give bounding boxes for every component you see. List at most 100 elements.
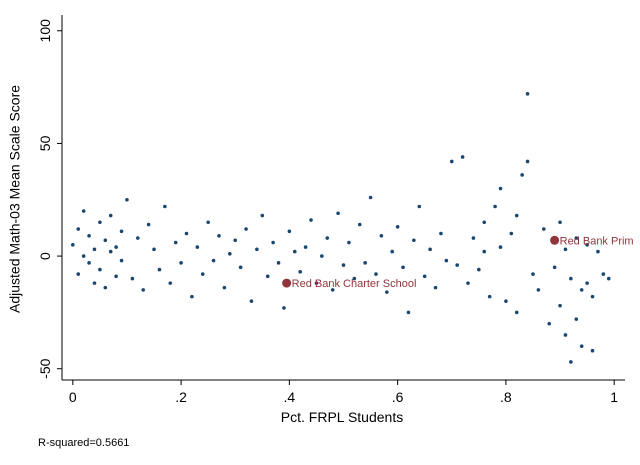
point	[536, 288, 541, 292]
point	[552, 265, 557, 270]
point	[103, 285, 108, 290]
point	[314, 281, 319, 285]
point	[173, 240, 178, 245]
point	[606, 276, 611, 281]
point	[422, 274, 427, 279]
x-tick-label: .6	[392, 389, 404, 405]
point	[498, 245, 503, 249]
highlight-point	[550, 235, 560, 245]
point	[228, 252, 232, 256]
point	[98, 267, 102, 272]
point	[276, 261, 281, 265]
point	[211, 258, 216, 263]
point	[460, 155, 465, 159]
point	[146, 222, 151, 227]
point	[525, 159, 530, 164]
point	[92, 281, 97, 285]
point	[81, 209, 86, 213]
point	[298, 270, 302, 274]
y-axis-label: Adjusted Math-03 Mean Scale Score	[7, 85, 23, 313]
point	[184, 231, 189, 236]
point	[412, 238, 416, 243]
point	[336, 211, 340, 216]
point	[395, 224, 400, 229]
x-tick-label: 0	[69, 389, 77, 405]
y-tick-label: 100	[37, 19, 53, 43]
point	[482, 220, 487, 225]
point	[244, 227, 248, 231]
point	[163, 204, 167, 209]
point	[330, 288, 335, 292]
point	[374, 272, 378, 276]
point	[444, 258, 449, 263]
point	[157, 267, 162, 272]
point	[179, 261, 183, 265]
point	[265, 274, 270, 279]
point	[601, 272, 606, 276]
x-tick-label: .4	[284, 389, 296, 405]
point	[401, 265, 405, 270]
point	[574, 236, 579, 240]
point	[114, 274, 118, 279]
point	[563, 247, 568, 252]
point	[108, 213, 113, 218]
point	[222, 285, 227, 290]
point	[509, 231, 514, 236]
y-tick-label: -50	[37, 358, 53, 378]
point	[579, 344, 584, 349]
x-tick-label: .2	[175, 389, 187, 405]
point	[558, 303, 562, 308]
point	[87, 261, 91, 265]
point	[130, 276, 135, 281]
point	[590, 294, 595, 299]
point	[125, 197, 129, 202]
point	[363, 261, 367, 265]
point	[525, 92, 530, 96]
point	[379, 234, 384, 238]
point	[357, 222, 362, 227]
point	[347, 240, 351, 245]
point	[585, 281, 589, 285]
point-label: Red Bank Prim	[560, 235, 634, 247]
point	[596, 249, 600, 254]
point	[119, 258, 124, 263]
x-tick-label: 1	[610, 389, 618, 405]
point	[498, 186, 503, 191]
point	[455, 263, 459, 267]
point	[92, 247, 97, 252]
point	[531, 272, 535, 276]
point	[287, 229, 292, 234]
point	[439, 231, 443, 236]
point	[504, 299, 508, 303]
point	[98, 220, 102, 225]
point	[471, 236, 476, 240]
point	[433, 285, 438, 290]
point	[325, 236, 330, 240]
point	[200, 272, 205, 276]
note: R-squared=0.5661	[38, 437, 129, 449]
point	[260, 213, 265, 218]
point	[217, 234, 221, 238]
point	[119, 229, 124, 234]
point	[195, 245, 200, 249]
point	[271, 240, 275, 245]
x-axis-label: Pct. FRPL Students	[281, 409, 403, 425]
point	[282, 306, 286, 310]
y-tick-label: 50	[37, 135, 53, 151]
point	[303, 245, 308, 249]
point	[541, 227, 546, 231]
point	[352, 276, 357, 281]
x-tick-label: .8	[500, 389, 512, 405]
point	[135, 236, 140, 240]
point	[385, 290, 389, 294]
point	[514, 213, 519, 218]
point	[487, 294, 492, 299]
point	[368, 195, 373, 200]
point	[563, 333, 568, 337]
point	[309, 218, 313, 222]
point	[249, 299, 254, 303]
point	[255, 247, 259, 252]
point	[569, 276, 573, 281]
point	[449, 159, 454, 164]
point	[103, 238, 108, 243]
